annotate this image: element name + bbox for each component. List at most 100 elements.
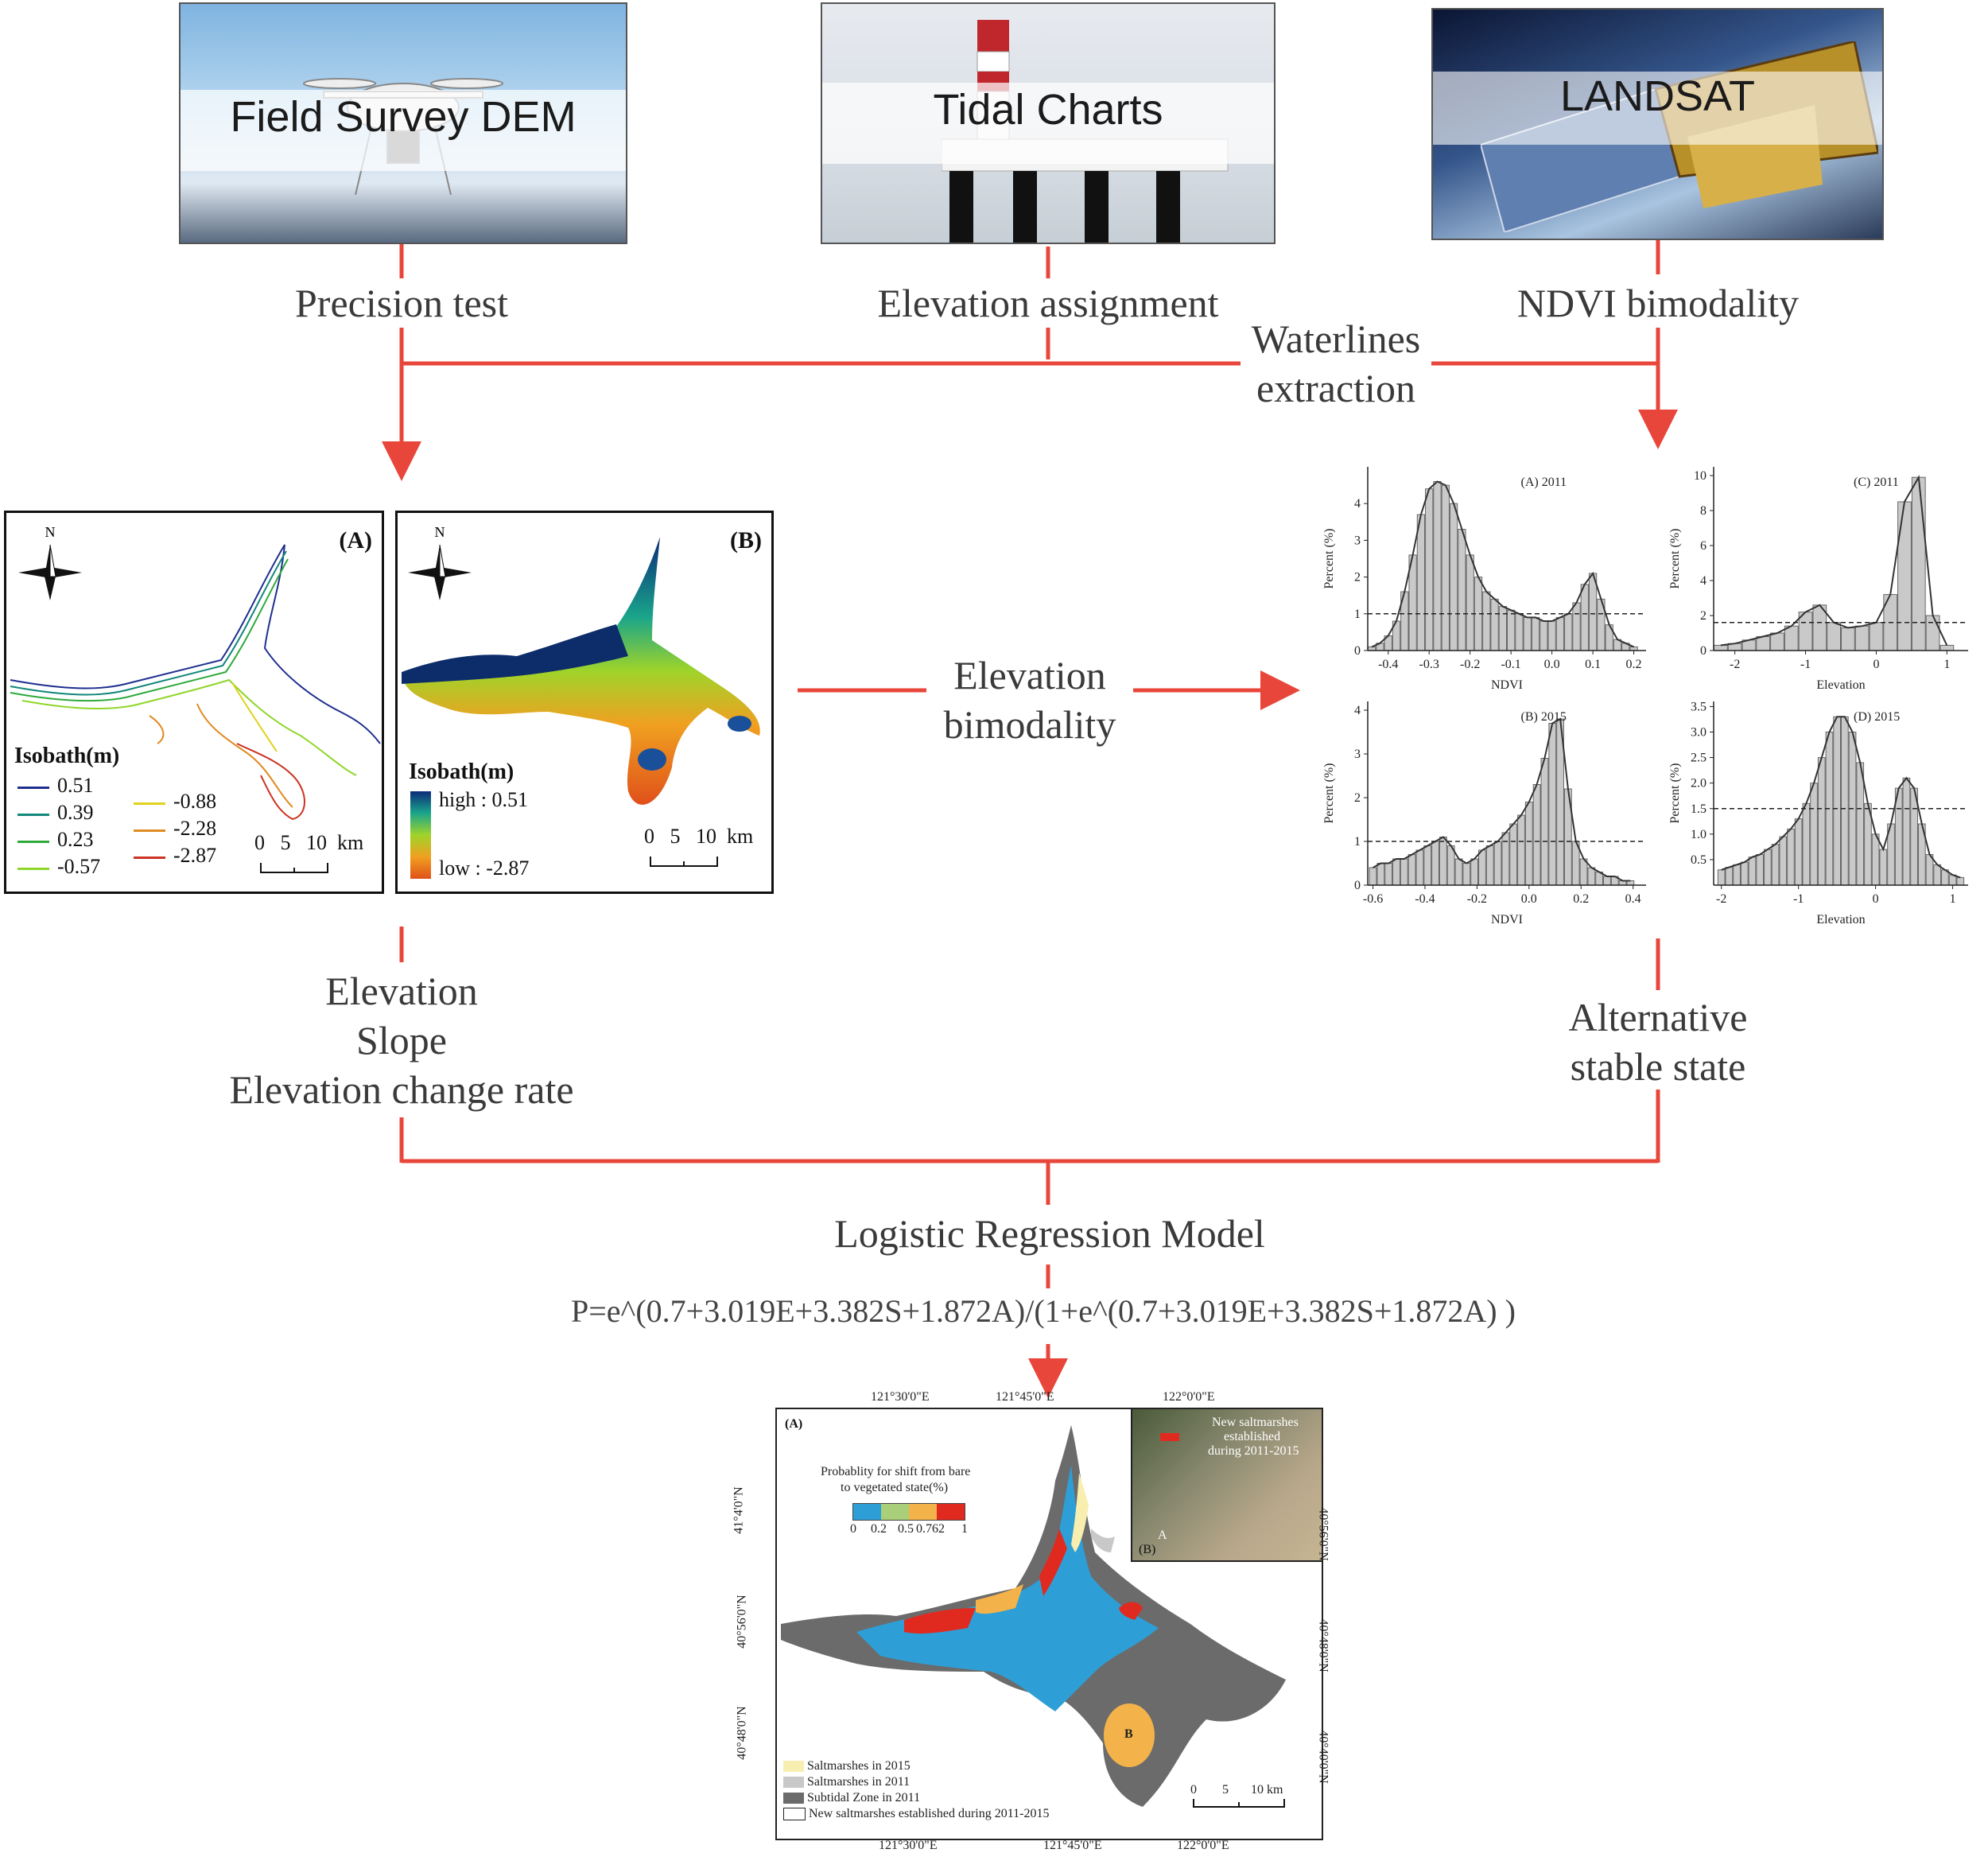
histogram-bar	[1956, 876, 1965, 886]
histogram-bar	[1798, 612, 1813, 651]
x-tick-label: 0.1	[1585, 658, 1601, 671]
y-tick-label: 2.0	[1691, 777, 1706, 791]
map-b-scale-label: 0 5 10 km	[644, 825, 754, 848]
bottom-lon-label: 122°0'0"E	[1177, 1839, 1229, 1852]
histogram-bar	[1587, 867, 1596, 886]
scale-bar	[260, 863, 328, 873]
histogram-bar	[1802, 802, 1811, 886]
histogram-bar	[1439, 837, 1447, 886]
result-legend-item: Saltmarshes in 2015	[783, 1759, 1049, 1775]
histogram-bar	[1939, 644, 1955, 651]
histogram-bar	[1433, 480, 1442, 651]
top-lon-label: 121°30'0"E	[871, 1390, 930, 1404]
histogram-bar	[1810, 783, 1818, 886]
histogram-bar	[1572, 602, 1581, 651]
ramp-tick: 0	[850, 1522, 856, 1536]
x-tick-label: -0.6	[1363, 892, 1383, 906]
histogram-bar	[1771, 844, 1780, 886]
histogram-bar	[1490, 598, 1499, 651]
chart-title: (D) 2015	[1854, 710, 1900, 724]
north-arrow-icon: N	[408, 524, 472, 600]
histogram-bar	[1423, 845, 1432, 886]
y-tick-label: 4	[1354, 497, 1361, 511]
histogram-bar	[1725, 867, 1734, 886]
map-b-letter: (B)	[730, 527, 762, 554]
y-tick-label: 0.5	[1691, 853, 1706, 867]
histogram-bar	[1369, 867, 1377, 886]
histogram-bar	[1507, 609, 1516, 651]
tidal-charts-title: Tidal Charts	[933, 86, 1163, 134]
y-tick-label: 0	[1354, 644, 1361, 658]
histogram-bar	[1555, 616, 1565, 651]
x-tick-label: -1	[1800, 658, 1811, 671]
elev-bimodality-line1: Elevation	[953, 653, 1106, 697]
x-tick-label: -1	[1793, 892, 1804, 906]
x-tick-label: 0	[1873, 658, 1879, 671]
y-tick-label: 6	[1700, 539, 1706, 553]
elevation-raster	[402, 537, 760, 805]
y-tick-label: 1	[1354, 608, 1361, 621]
factor-elevation: Elevation	[325, 969, 478, 1013]
x-tick-label: -0.1	[1501, 658, 1520, 671]
result-map-letter: (A)	[785, 1417, 803, 1431]
ramp-high-label: high : 0.51	[439, 788, 528, 811]
y-tick-label: 1.0	[1691, 828, 1706, 841]
x-tick-label: -2	[1730, 658, 1740, 671]
isobath-legend-item: 0.39	[17, 801, 94, 825]
histogram-bar	[1714, 644, 1728, 651]
x-tick-label: 0.2	[1626, 658, 1642, 671]
histogram-bar	[1425, 488, 1434, 651]
y-tick-label: 4	[1700, 574, 1706, 588]
x-tick-label: -0.4	[1378, 658, 1398, 671]
histogram-bar	[1531, 616, 1540, 651]
histogram-bar	[1902, 777, 1911, 886]
ramp-tick: 0.5	[898, 1522, 914, 1536]
isobath-legend-item: 0.51	[17, 774, 94, 798]
ramp-tick: 0.2	[871, 1522, 887, 1536]
map-a-letter: (A)	[339, 527, 372, 554]
ramp-low-label: low : -2.87	[439, 857, 530, 880]
logistic-model-label: Logistic Regression Model	[834, 1211, 1265, 1256]
histogram-bar	[1466, 554, 1474, 651]
y-axis-label: Percent (%)	[1322, 763, 1336, 824]
top-lon-label: 122°0'0"E	[1163, 1390, 1215, 1404]
histogram-bar	[1509, 823, 1518, 886]
x-tick-label: 1	[1943, 658, 1950, 671]
ramp-segment	[853, 1504, 881, 1520]
waterlines-line1: Waterlines	[1251, 317, 1421, 361]
north-arrow-icon: N	[18, 524, 82, 600]
y-axis-label: Percent (%)	[1668, 763, 1682, 824]
histogram-bar	[1441, 484, 1450, 651]
histogram-bar	[1384, 863, 1393, 886]
field-survey-photo: Field Survey DEM	[179, 2, 627, 244]
histogram-bar	[1603, 876, 1611, 886]
y-tick-label: 1.5	[1691, 802, 1706, 816]
inset-marker-icon	[1160, 1433, 1179, 1441]
x-tick-label: 0	[1873, 892, 1879, 906]
alt-line1: Alternative	[1568, 995, 1748, 1039]
histogram-bar	[1784, 625, 1799, 651]
histogram-bar	[1515, 613, 1524, 651]
elev-bimodality-line2: bimodality	[943, 702, 1116, 747]
left-lat-label: 40°56'0"N	[735, 1595, 749, 1649]
photo-banner	[1433, 71, 1882, 145]
histogram-bar	[1827, 622, 1842, 651]
photo-banner	[822, 83, 1274, 164]
histogram-bar	[1449, 503, 1458, 651]
histogram-bar	[1588, 573, 1598, 651]
left-lat-label: 40°48'0"N	[735, 1706, 749, 1760]
isobath-legend-item: -2.87	[134, 844, 216, 868]
ramp-segment	[881, 1504, 909, 1520]
waterlines-line2: extraction	[1256, 366, 1415, 410]
y-tick-label: 2	[1700, 609, 1706, 623]
landsat-photo: LANDSAT	[1431, 8, 1884, 240]
y-tick-label: 8	[1700, 504, 1706, 518]
waterlines-label: Waterlines extraction	[1241, 314, 1431, 413]
map-b-legend-title: Isobath(m)	[409, 759, 514, 784]
isobath-line-map: (A) N Isobath(m) 0.51 0.39 0.23 -0.57 -0…	[4, 511, 384, 894]
inset-caption-2: established	[1224, 1430, 1281, 1443]
x-tick-label: -0.3	[1419, 658, 1439, 671]
left-lat-label: 41°4'0"N	[732, 1486, 746, 1534]
density-curve	[1721, 716, 1961, 879]
